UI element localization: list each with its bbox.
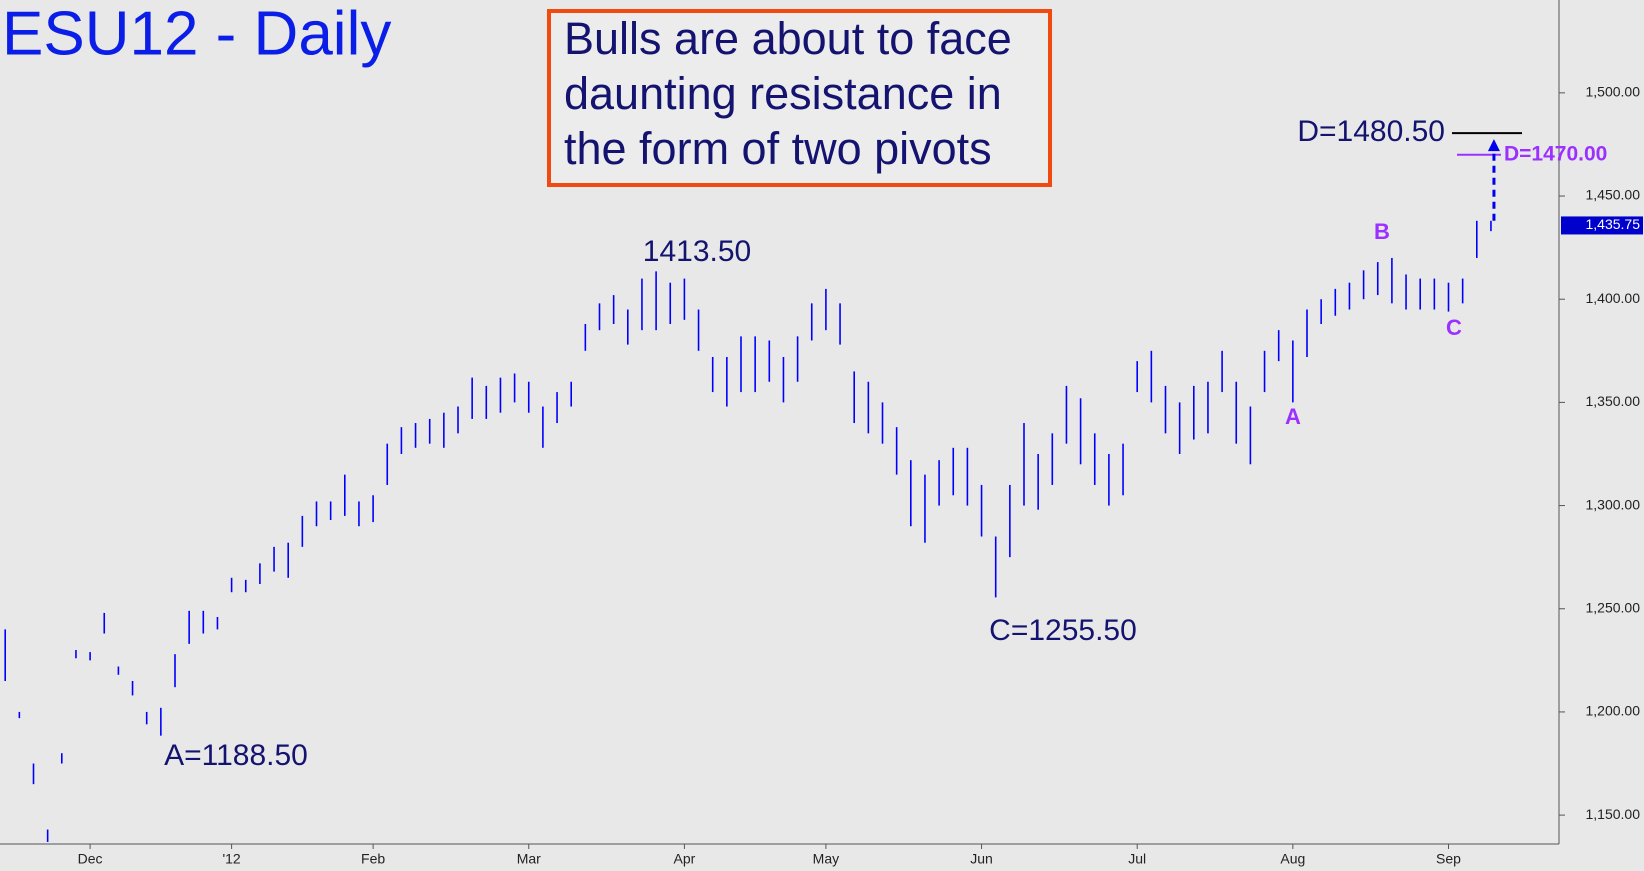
y-tick-label: 1,300.00: [1586, 496, 1641, 512]
last-price-box: [1561, 216, 1643, 235]
x-tick-label: Mar: [517, 851, 541, 867]
y-tick-label: 1,350.00: [1586, 393, 1641, 409]
callout-box: [547, 9, 1052, 187]
pivot-label: A: [1285, 404, 1301, 429]
callout-line: Bulls are about to face: [564, 13, 1012, 64]
x-tick-label: May: [813, 851, 839, 867]
x-tick-label: Dec: [78, 851, 103, 867]
x-tick-label: Jul: [1128, 851, 1146, 867]
annotation: 1413.50: [643, 235, 751, 268]
y-tick-label: 1,250.00: [1586, 599, 1641, 615]
level-label: D=1470.00: [1504, 142, 1607, 165]
callout-line: the form of two pivots: [564, 123, 992, 174]
x-tick-label: Jun: [970, 851, 993, 867]
y-tick-label: 1,400.00: [1586, 290, 1641, 306]
x-tick-label: Sep: [1436, 851, 1461, 867]
level-label: D=1480.50: [1297, 115, 1445, 148]
callout-line: daunting resistance in: [564, 68, 1002, 119]
x-tick-label: Apr: [674, 851, 696, 867]
y-tick-label: 1,450.00: [1586, 187, 1641, 203]
arrow-head: [1487, 139, 1500, 152]
annotation: C=1255.50: [989, 614, 1137, 647]
x-tick-label: Feb: [361, 851, 385, 867]
chart-title: ESU12 - Daily: [2, 0, 391, 68]
x-tick-label: Aug: [1280, 851, 1305, 867]
last-price-label: 1,435.75: [1586, 216, 1641, 232]
x-tick-label: '12: [222, 851, 240, 867]
y-tick-label: 1,200.00: [1586, 703, 1641, 719]
annotation: A=1188.50: [164, 739, 308, 772]
pivot-label: B: [1374, 219, 1390, 244]
y-tick-label: 1,500.00: [1586, 84, 1641, 100]
pivot-label: C: [1446, 315, 1462, 340]
y-tick-label: 1,150.00: [1586, 806, 1641, 822]
